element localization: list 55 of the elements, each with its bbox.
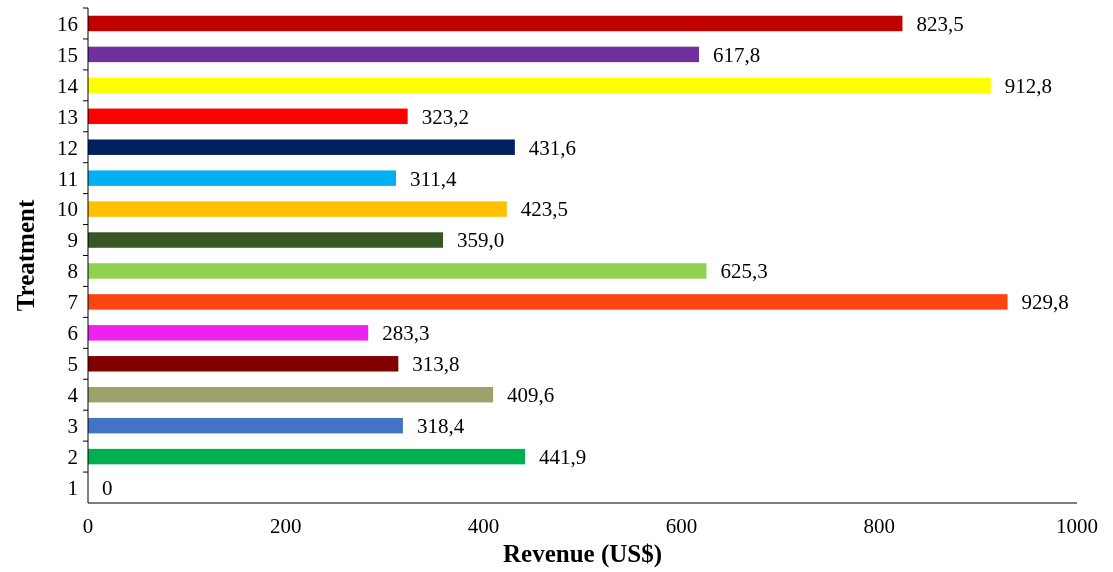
y-tick-label: 12 bbox=[57, 135, 78, 160]
bar bbox=[88, 417, 403, 434]
y-tick-label: 3 bbox=[67, 414, 78, 439]
x-axis-title: Revenue (US$) bbox=[502, 540, 663, 568]
bar bbox=[88, 15, 903, 32]
y-tick-label: 8 bbox=[67, 259, 78, 284]
bar bbox=[88, 139, 515, 155]
data-label: 929,8 bbox=[1021, 290, 1069, 315]
y-tick-label: 16 bbox=[57, 11, 78, 36]
bar bbox=[88, 201, 507, 217]
y-tick-label: 5 bbox=[67, 352, 78, 377]
x-tick-label: 0 bbox=[82, 514, 94, 538]
data-label: 313,8 bbox=[412, 352, 460, 377]
bar bbox=[88, 108, 408, 125]
data-label: 912,8 bbox=[1004, 73, 1053, 98]
y-tick-label: 4 bbox=[67, 383, 79, 408]
bar bbox=[88, 448, 526, 465]
y-tick-label: 7 bbox=[67, 290, 78, 315]
data-label: 318,4 bbox=[416, 414, 465, 439]
x-tick-label: 600 bbox=[665, 514, 698, 538]
data-label: 0 bbox=[102, 475, 113, 500]
data-label: 441,9 bbox=[539, 444, 587, 469]
y-tick-label: 6 bbox=[67, 321, 78, 346]
data-label: 431,6 bbox=[528, 135, 577, 160]
data-label: 617,8 bbox=[713, 42, 761, 67]
data-label: 311,4 bbox=[409, 166, 457, 191]
y-tick-label: 10 bbox=[57, 197, 78, 222]
data-label: 409,6 bbox=[507, 383, 555, 408]
data-label: 359,0 bbox=[457, 228, 505, 253]
y-axis-title: Treatment bbox=[12, 199, 39, 312]
bar bbox=[88, 170, 396, 186]
data-label: 625,3 bbox=[720, 259, 768, 284]
y-tick-label: 2 bbox=[67, 444, 78, 469]
bar bbox=[88, 356, 399, 372]
y-tick-label: 13 bbox=[57, 104, 78, 129]
bar bbox=[88, 46, 699, 63]
x-tick-label: 1000 bbox=[1056, 514, 1098, 538]
bar bbox=[88, 263, 707, 279]
data-label: 423,5 bbox=[520, 197, 569, 222]
x-tick-label: 200 bbox=[270, 514, 302, 538]
y-tick-label: 15 bbox=[57, 42, 78, 67]
data-label: 283,3 bbox=[382, 321, 430, 346]
y-tick-label: 9 bbox=[67, 228, 78, 253]
x-tick-label: 800 bbox=[863, 514, 895, 538]
bar bbox=[88, 77, 991, 94]
y-tick-label: 14 bbox=[57, 73, 79, 98]
data-label: 823,5 bbox=[916, 11, 964, 36]
x-tick-label: 400 bbox=[467, 514, 500, 538]
bar bbox=[88, 325, 369, 341]
bar bbox=[88, 232, 444, 248]
data-label: 323,2 bbox=[421, 104, 469, 129]
y-tick-label: 1 bbox=[67, 475, 78, 500]
bar bbox=[88, 386, 494, 403]
bar bbox=[88, 294, 1008, 310]
y-tick-label: 11 bbox=[57, 166, 78, 191]
